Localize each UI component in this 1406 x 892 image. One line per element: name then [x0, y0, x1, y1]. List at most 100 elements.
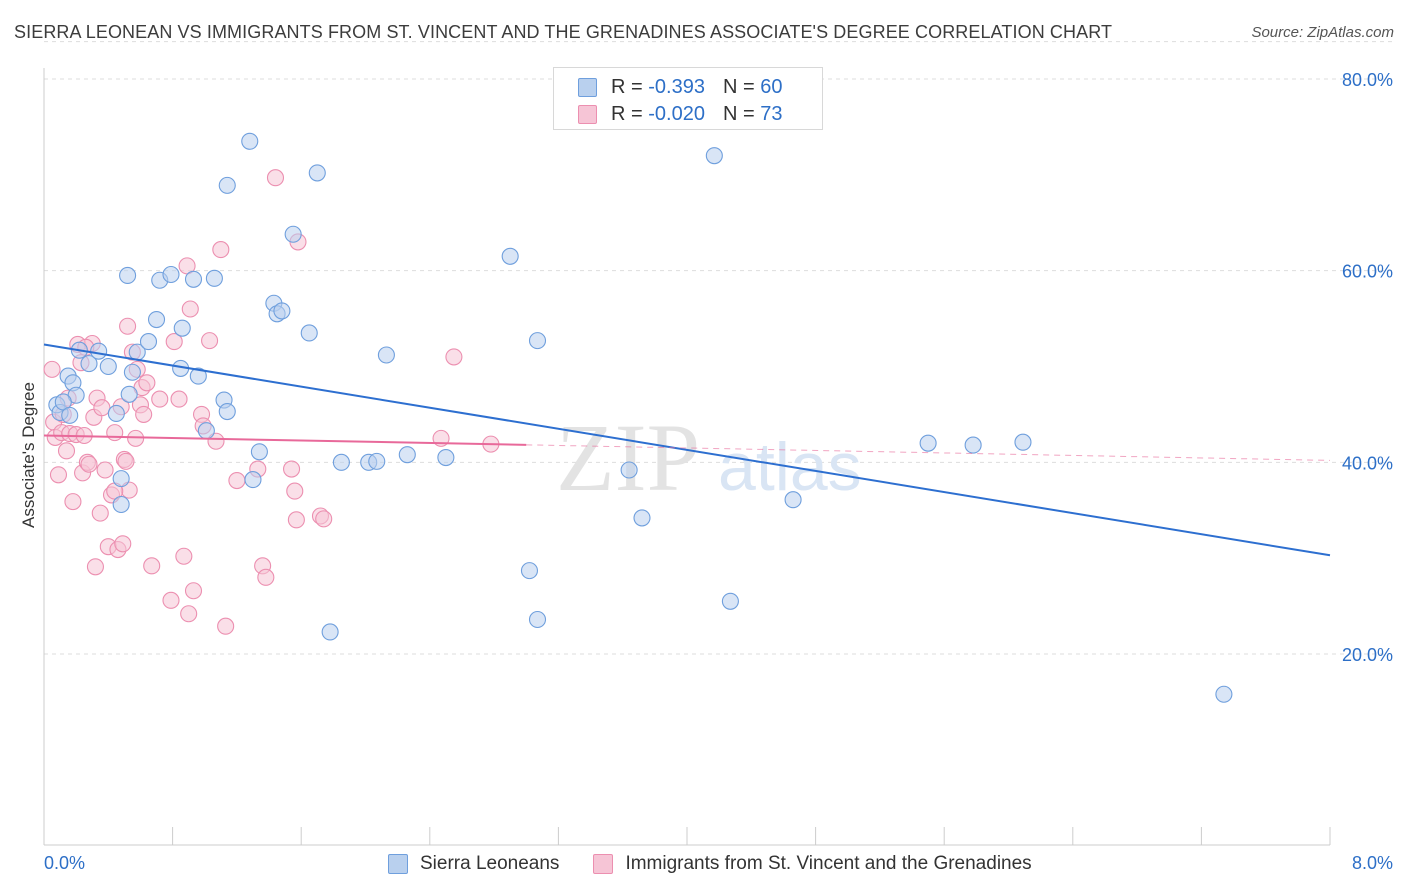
data-point — [162, 591, 180, 609]
data-point — [919, 434, 937, 452]
data-point — [135, 405, 153, 423]
x-tick-label: 8.0% — [1352, 853, 1393, 873]
data-point — [170, 390, 188, 408]
data-point — [315, 510, 333, 528]
data-point — [80, 455, 98, 473]
data-point — [120, 385, 138, 403]
data-point — [119, 317, 137, 335]
legend-r-value: -0.393 — [648, 75, 705, 98]
data-point — [217, 617, 235, 635]
y-tick-label: 40.0% — [1342, 453, 1393, 473]
y-tick-label: 20.0% — [1342, 645, 1393, 665]
data-point — [86, 558, 104, 576]
legend-swatch-pink — [578, 104, 597, 124]
legend-row-pink: R = -0.020 N = 73 — [578, 101, 782, 127]
data-point — [207, 432, 225, 450]
data-point — [173, 319, 191, 337]
data-point — [139, 333, 158, 351]
data-point — [80, 355, 98, 373]
data-point — [64, 493, 82, 511]
data-point — [321, 623, 339, 641]
trend-line-extension — [526, 444, 1331, 461]
legend-item-sierra-leoneans[interactable]: Sierra Leoneans — [388, 853, 559, 875]
data-point — [43, 360, 61, 378]
data-point — [273, 302, 291, 320]
data-point — [147, 310, 166, 329]
blue-points — [48, 132, 1233, 703]
data-point — [189, 367, 207, 385]
legend-swatch-blue — [388, 854, 408, 874]
data-point — [1215, 685, 1233, 703]
correlation-legend: R = -0.393 N = 60 R = -0.020 N = 73 — [553, 67, 823, 130]
data-point — [528, 332, 547, 350]
data-point — [112, 495, 130, 514]
data-point — [377, 346, 395, 364]
y-tick-label: 80.0% — [1342, 70, 1393, 90]
legend-label: Immigrants from St. Vincent and the Gren… — [625, 853, 1032, 874]
data-point — [721, 592, 739, 610]
data-point — [112, 470, 130, 488]
data-point — [114, 535, 132, 553]
data-point — [107, 404, 125, 423]
axes — [43, 68, 1331, 846]
data-point — [181, 300, 199, 318]
data-point — [218, 176, 236, 194]
data-point — [332, 453, 350, 471]
pink-points — [43, 169, 500, 635]
data-point — [165, 333, 183, 351]
data-point — [180, 605, 198, 623]
watermark: ZIP atlas — [556, 404, 862, 511]
data-point — [620, 461, 638, 479]
trend-line — [43, 343, 1331, 557]
legend-r-value: -0.020 — [648, 102, 705, 125]
data-point — [138, 374, 156, 392]
data-point — [143, 557, 161, 575]
data-point — [106, 424, 124, 442]
data-point — [57, 442, 76, 460]
data-point — [633, 509, 651, 527]
data-point — [241, 132, 259, 150]
data-point — [784, 491, 802, 509]
data-point — [205, 269, 223, 287]
legend-swatch-pink — [593, 854, 614, 874]
data-point — [501, 247, 519, 265]
data-point — [218, 402, 236, 421]
data-point — [184, 582, 203, 600]
data-point — [266, 169, 285, 187]
data-point — [244, 471, 262, 489]
data-point — [90, 342, 108, 360]
y-axis-label: Associate's Degree — [19, 382, 38, 528]
y-tick-label: 60.0% — [1342, 262, 1393, 282]
data-point — [201, 332, 219, 350]
data-point — [398, 446, 416, 464]
data-point — [212, 241, 230, 259]
data-point — [368, 452, 386, 470]
data-point — [228, 471, 246, 490]
legend-swatch-blue — [578, 77, 597, 97]
source-label: Source: ZipAtlas.com — [1251, 24, 1394, 41]
legend-row-blue: R = -0.393 N = 60 — [578, 74, 782, 100]
trend-line — [43, 434, 527, 446]
data-point — [91, 504, 109, 522]
data-point — [308, 164, 326, 182]
series-legend: Sierra Leoneans Immigrants from St. Vinc… — [388, 852, 1066, 876]
data-point — [162, 265, 180, 284]
legend-item-st-vincent[interactable]: Immigrants from St. Vincent and the Gren… — [593, 853, 1032, 875]
data-point — [284, 225, 302, 243]
trend-lines — [43, 343, 1331, 557]
data-point — [93, 399, 111, 417]
data-point — [99, 357, 117, 376]
tick-labels: 20.0% 40.0% 60.0% 80.0% 0.0% 8.0% — [44, 70, 1393, 873]
data-point — [123, 363, 141, 381]
data-point — [520, 562, 539, 580]
legend-n-label: N = — [722, 75, 761, 98]
data-point — [119, 266, 137, 285]
data-point — [250, 443, 268, 461]
data-point — [287, 511, 305, 529]
data-point — [257, 568, 275, 586]
data-point — [184, 270, 203, 288]
chart-title: SIERRA LEONEAN VS IMMIGRANTS FROM ST. VI… — [14, 22, 1113, 42]
legend-r-label: R = — [611, 102, 649, 125]
data-point — [1014, 433, 1032, 451]
